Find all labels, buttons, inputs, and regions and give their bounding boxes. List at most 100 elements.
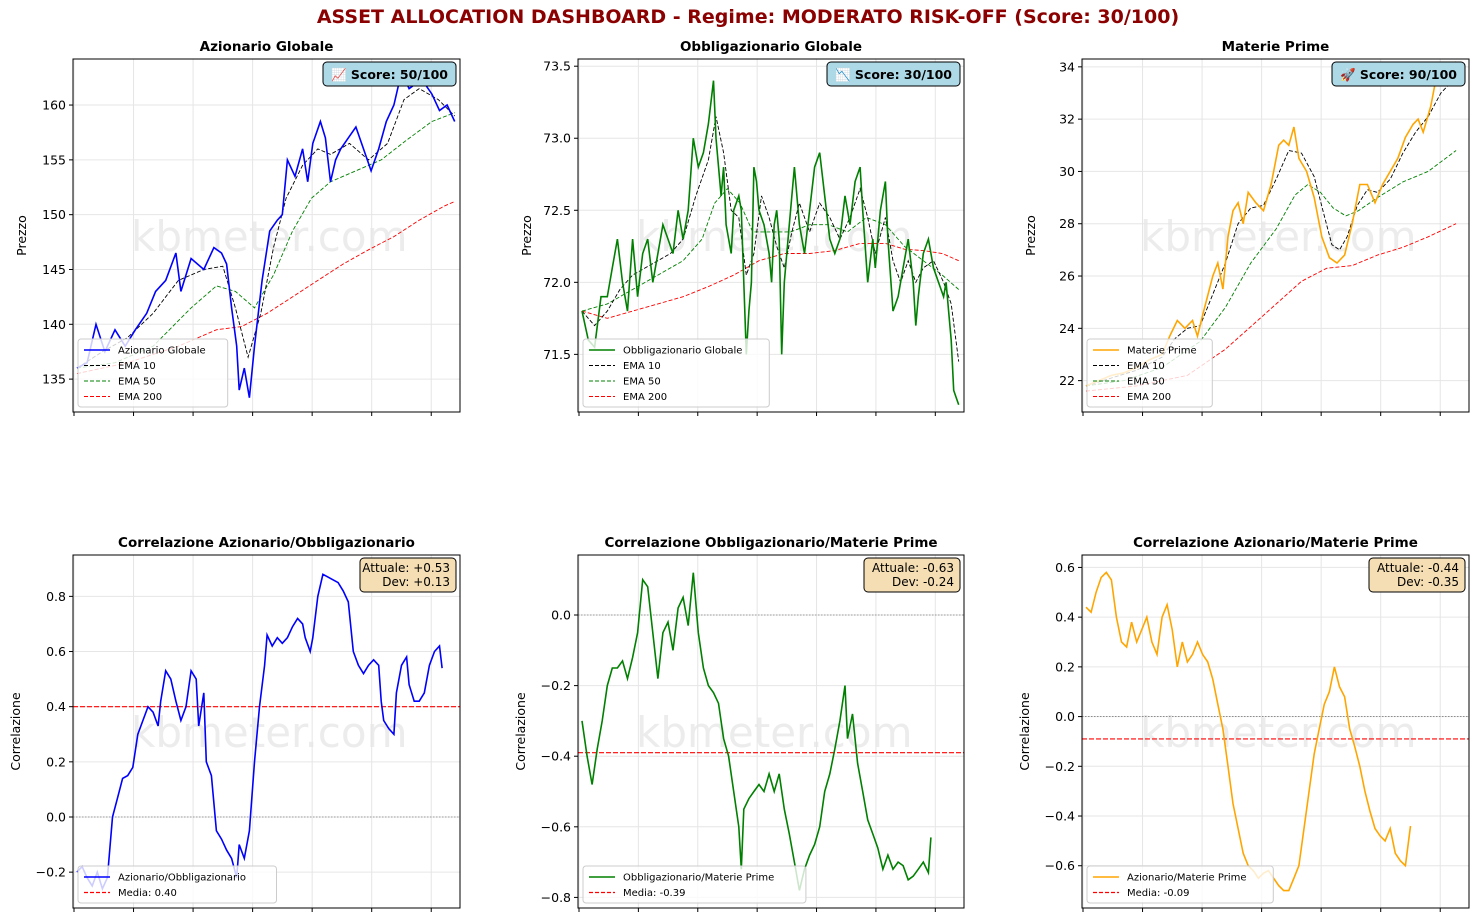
y-tick-label: 0.8 <box>46 589 66 604</box>
axes-frame <box>72 554 461 909</box>
series-line-0 <box>581 572 932 891</box>
legend-box <box>77 865 277 904</box>
y-tick-label: −0.2 <box>1045 759 1075 774</box>
y-tick-label: −0.6 <box>541 819 571 834</box>
chart-title: Correlazione Azionario/Obbligazionario <box>118 535 415 551</box>
y-tick-label: 135 <box>42 372 66 387</box>
correlation-annotation-text: Dev: +0.13 <box>382 575 450 589</box>
y-tick-label: 0.2 <box>1055 659 1075 674</box>
series-line-3 <box>1085 223 1457 392</box>
legend-box <box>1086 338 1213 408</box>
legend-label: Azionario Globale <box>118 346 206 357</box>
y-tick-label: −0.4 <box>1045 809 1075 824</box>
series-line-0 <box>76 69 456 398</box>
legend-label: Azionario/Obbligazionario <box>118 873 246 884</box>
y-tick-label: 34 <box>1059 59 1075 74</box>
score-badge <box>322 61 457 87</box>
watermark: kbmeter.com <box>1140 212 1417 261</box>
y-tick-label: 72.5 <box>543 203 571 218</box>
score-badge <box>826 61 961 87</box>
y-tick-label: 0.4 <box>46 699 66 714</box>
legend-label: Media: 0.40 <box>118 888 177 899</box>
y-axis-label: Prezzo <box>1023 215 1038 256</box>
y-tick-label: 155 <box>42 152 66 167</box>
y-tick-label: 0.4 <box>1055 610 1075 625</box>
y-tick-label: −0.6 <box>1045 858 1075 873</box>
y-tick-label: 145 <box>42 262 66 277</box>
correlation-annotation-text: Dev: -0.24 <box>892 575 954 589</box>
legend-box <box>582 865 807 904</box>
axes-frame <box>577 554 965 909</box>
correlation-annotation-text: Dev: -0.35 <box>1397 575 1459 589</box>
axes-frame <box>577 58 965 413</box>
y-tick-label: 32 <box>1059 112 1075 127</box>
legend-label: Media: -0.09 <box>1127 888 1189 899</box>
series-line-0 <box>581 80 960 406</box>
correlation-annotation-text: Attuale: -0.63 <box>872 561 954 575</box>
legend-box <box>582 338 770 408</box>
y-axis-label: Prezzo <box>14 215 29 256</box>
y-tick-label: 71.5 <box>543 347 571 362</box>
y-tick-label: 0.0 <box>551 608 571 623</box>
series-line-3 <box>581 242 959 319</box>
y-axis-label: Prezzo <box>519 215 534 256</box>
legend-label: Obbligazionario/Materie Prime <box>623 873 774 884</box>
correlation-annotation-text: Attuale: +0.53 <box>362 561 450 575</box>
y-tick-label: 28 <box>1059 216 1075 231</box>
watermark: kbmeter.com <box>131 708 408 757</box>
y-tick-label: −0.8 <box>541 890 571 905</box>
series-line-2 <box>581 188 959 312</box>
watermark: kbmeter.com <box>636 708 913 757</box>
dashboard-title: ASSET ALLOCATION DASHBOARD - Regime: MOD… <box>316 6 1180 28</box>
y-tick-label: 160 <box>42 98 66 113</box>
legend-label: EMA 10 <box>623 361 661 372</box>
y-tick-label: 22 <box>1059 373 1075 388</box>
legend-box <box>1086 865 1274 904</box>
legend-label: EMA 10 <box>118 361 156 372</box>
legend-label: Azionario/Materie Prime <box>1127 873 1247 884</box>
series-line-1 <box>581 116 960 362</box>
series-line-3 <box>76 201 455 375</box>
chart-title: Correlazione Obbligazionario/Materie Pri… <box>604 535 937 551</box>
axes-frame <box>1081 58 1470 413</box>
legend-label: EMA 200 <box>118 392 162 403</box>
y-tick-label: 0.0 <box>1055 709 1075 724</box>
y-axis-label: Correlazione <box>8 692 23 771</box>
legend-label: EMA 50 <box>623 377 661 388</box>
y-tick-label: −0.2 <box>541 678 571 693</box>
series-line-0 <box>1085 61 1457 387</box>
score-badge-text: 📈 Score: 50/100 <box>331 67 448 82</box>
score-badge <box>1331 61 1466 87</box>
series-line-0 <box>76 573 443 891</box>
y-tick-label: 0.6 <box>1055 560 1075 575</box>
score-badge-text: 🚀 Score: 90/100 <box>1340 67 1457 82</box>
y-tick-label: 30 <box>1059 164 1075 179</box>
series-line-1 <box>1085 76 1457 387</box>
correlation-annotation-text: Attuale: -0.44 <box>1377 561 1459 575</box>
correlation-annotation-box <box>359 557 457 593</box>
y-tick-label: 73.0 <box>543 131 571 146</box>
correlation-annotation-box <box>1368 557 1466 593</box>
axes-frame <box>72 58 461 413</box>
chart-title: Azionario Globale <box>200 39 334 55</box>
legend-label: Materie Prime <box>1127 346 1197 357</box>
y-tick-label: 0.6 <box>46 644 66 659</box>
series-line-1 <box>76 88 456 369</box>
y-tick-label: −0.4 <box>541 749 571 764</box>
chart-title: Materie Prime <box>1222 39 1330 55</box>
y-axis-label: Correlazione <box>513 692 528 771</box>
legend-label: EMA 200 <box>1127 392 1171 403</box>
score-badge-text: 📉 Score: 30/100 <box>835 67 952 82</box>
y-tick-label: 73.5 <box>543 59 571 74</box>
axes-frame <box>1081 554 1470 909</box>
y-tick-label: 24 <box>1059 321 1075 336</box>
y-tick-label: 72.0 <box>543 275 571 290</box>
legend-label: EMA 200 <box>623 392 667 403</box>
y-tick-label: 150 <box>42 207 66 222</box>
legend-label: Media: -0.39 <box>623 888 685 899</box>
y-axis-label: Correlazione <box>1017 692 1032 771</box>
